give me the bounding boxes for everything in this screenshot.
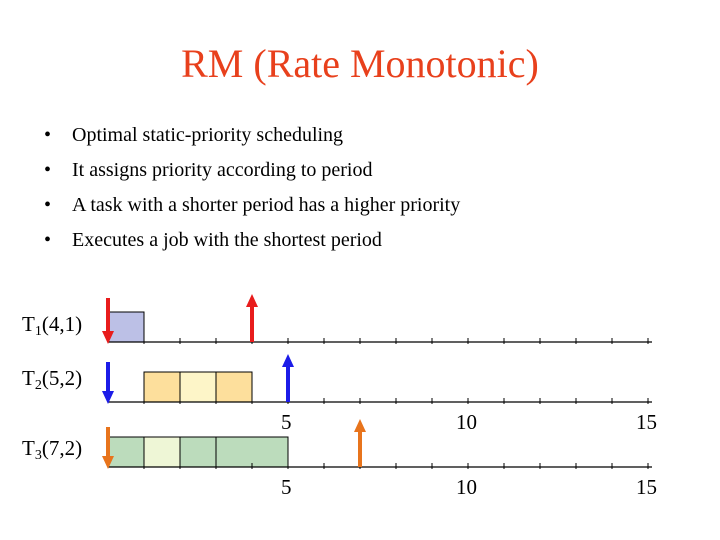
job-block-t3: [215, 436, 289, 468]
bullet-text: It assigns priority according to period: [72, 159, 373, 181]
deadline-arrow-head: [102, 456, 114, 469]
tick-label: 5: [281, 410, 292, 434]
bullet-item: • It assigns priority according to period: [44, 153, 460, 188]
task-params: (7,2): [41, 436, 83, 460]
tick-label: 10: [456, 475, 477, 499]
bullet-dot: •: [44, 159, 52, 181]
deadline-arrow-head: [102, 391, 114, 404]
task-name: T: [22, 366, 35, 390]
task-params: (5,2): [41, 366, 83, 390]
release-arrow-head: [354, 419, 366, 432]
job-block-t2: [143, 371, 181, 403]
task-label-t3: T3(7,2): [22, 436, 82, 464]
job-block-t3: [107, 436, 145, 468]
task-index: 2: [34, 378, 42, 393]
job-block-t1: [107, 311, 145, 343]
task-name: T: [22, 312, 35, 336]
task-label-t2: T2(5,2): [22, 366, 82, 394]
job-block-t2: [215, 371, 253, 403]
bullet-text: Executes a job with the shortest period: [72, 229, 382, 251]
task-index: 1: [34, 324, 42, 339]
tick-label: 10: [456, 410, 477, 434]
task-params: (4,1): [41, 312, 83, 336]
job-block-t3: [179, 436, 217, 468]
tick-label: 15: [636, 410, 657, 434]
release-arrow-head: [246, 294, 258, 307]
release-arrow-head: [282, 354, 294, 367]
deadline-arrow-head: [102, 331, 114, 344]
tick-label: 15: [636, 475, 657, 499]
job-block-t3: [143, 436, 181, 468]
bullet-item: • Optimal static-priority scheduling: [44, 118, 460, 153]
bullet-item: • Executes a job with the shortest period: [44, 223, 460, 258]
task-index: 3: [34, 448, 42, 463]
bullet-dot: •: [44, 194, 52, 216]
task-label-t1: T1(4,1): [22, 312, 82, 340]
bullet-list: • Optimal static-priority scheduling • It …: [44, 118, 460, 258]
bullet-dot: •: [44, 229, 52, 251]
bullet-text: Optimal static-priority scheduling: [72, 124, 344, 146]
task-name: T: [22, 436, 35, 460]
tick-label: 5: [281, 475, 292, 499]
bullet-text: A task with a shorter period has a highe…: [72, 194, 461, 216]
job-block-t2: [179, 371, 217, 403]
page-title: RM (Rate Monotonic): [181, 41, 539, 86]
bullet-item: • A task with a shorter period has a high…: [44, 188, 460, 223]
bullet-dot: •: [44, 124, 52, 146]
